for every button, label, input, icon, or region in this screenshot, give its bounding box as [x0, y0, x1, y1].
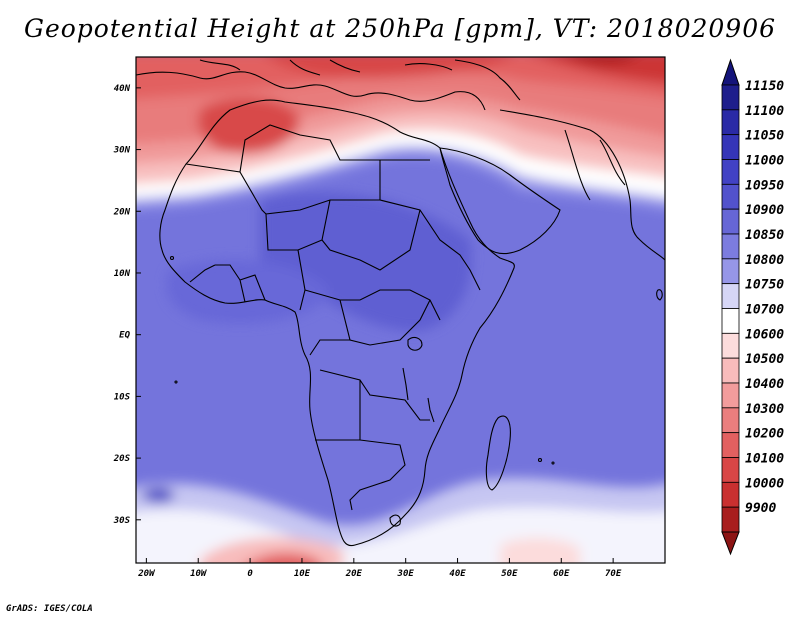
colorbar-label: 11150	[745, 79, 784, 94]
colorbar-label: 10900	[745, 203, 784, 218]
colorbar-label: 10950	[745, 178, 784, 193]
lon-tick-label: 20W	[137, 569, 156, 579]
colorbar-label: 11000	[745, 154, 784, 169]
lat-tick-label: 10S	[114, 392, 131, 402]
colorbar-swatch	[721, 357, 740, 384]
colorbar-swatch	[721, 506, 740, 533]
lat-tick-label: 30S	[113, 516, 131, 526]
lat-tick-label: 10N	[114, 269, 131, 279]
lon-tick-label: 20E	[345, 569, 363, 579]
colorbar-label: 10100	[745, 452, 784, 467]
colorbar-label: 11100	[745, 104, 784, 119]
colorbar-swatch	[721, 134, 740, 160]
lat-axis: 40N 30N 20N 10N EQ 10S 20S 30S	[113, 84, 141, 526]
colorbar-swatch	[721, 283, 740, 309]
colorbar-label: 10000	[745, 476, 784, 491]
colorbar-swatch	[721, 159, 740, 185]
colorbar-swatch	[721, 407, 740, 434]
colorbar-swatch	[721, 84, 740, 111]
colorbar-swatch	[721, 382, 740, 409]
lon-tick-label: 0	[247, 569, 253, 579]
lon-tick-label: 30E	[397, 569, 415, 579]
lon-tick-label: 50E	[501, 569, 518, 579]
colorbar-swatch	[721, 258, 740, 285]
lat-tick-label: 20N	[113, 207, 131, 217]
colorbar-swatch	[721, 332, 740, 359]
lon-tick-label: 60E	[553, 569, 570, 579]
grads-credit: GrADS: IGES/COLA	[6, 604, 93, 614]
colorbar-label: 10750	[745, 278, 784, 293]
height-field	[136, 57, 665, 563]
map-title: Geopotential Height at 250hPa [gpm], VT:…	[23, 14, 777, 43]
colorbar-label: 10800	[745, 253, 784, 268]
colorbar-label: 10600	[745, 327, 784, 342]
lon-tick-label: 10E	[294, 569, 311, 579]
colorbar-swatch	[721, 208, 740, 235]
colorbar-swatch	[721, 308, 740, 334]
colorbar-swatch	[721, 457, 740, 483]
coastlines	[136, 59, 665, 547]
colorbar-swatch	[721, 109, 740, 136]
colorbar-swatch	[721, 233, 740, 260]
colorbar-bottom-arrow	[721, 531, 740, 556]
lat-tick-label: 40N	[114, 84, 131, 94]
colorbar-label: 11050	[745, 129, 784, 144]
colorbar: 11150 11100 11050 11000 10950 10900 10850 10800…	[721, 58, 784, 556]
lon-tick-label: 40E	[449, 569, 466, 579]
colorbar-swatch	[721, 481, 740, 508]
lon-tick-label: 10W	[190, 569, 208, 579]
colorbar-label: 10300	[745, 402, 784, 417]
lon-tick-label: 70E	[605, 569, 622, 579]
colorbar-swatch	[721, 183, 740, 210]
colorbar-label: 10200	[745, 427, 784, 442]
colorbar-label: 10850	[745, 228, 784, 243]
map-frame	[135, 56, 666, 564]
colorbar-top-arrow	[721, 58, 740, 86]
colorbar-label: 10400	[745, 377, 784, 392]
colorbar-label: 9900	[745, 501, 776, 516]
colorbar-swatch	[721, 432, 740, 458]
colorbar-label: 10700	[745, 303, 784, 318]
lat-tick-label: EQ	[119, 331, 130, 341]
colorbar-label: 10500	[745, 352, 784, 367]
lon-axis: 20W 10W 0 10E 20E 30E 40E 50E 60E 70E	[137, 558, 622, 579]
lat-tick-label: 30N	[113, 146, 131, 156]
lat-tick-label: 20S	[113, 454, 131, 464]
